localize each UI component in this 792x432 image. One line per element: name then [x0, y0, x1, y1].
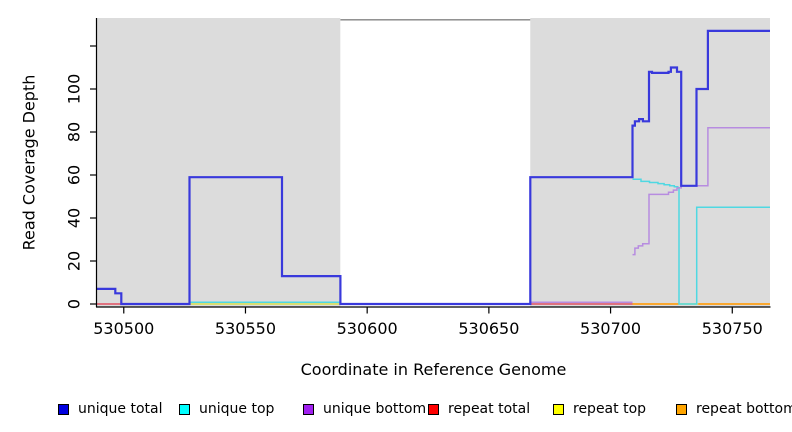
legend-item-repeat-top: repeat top [553, 399, 646, 419]
x-axis-tick-label: 530500 [93, 319, 154, 338]
legend-swatch-unique-top [179, 403, 190, 415]
x-axis-tick-label: 530650 [458, 319, 519, 338]
y-axis-tick-label: 40 [65, 208, 84, 228]
series-unique-total [97, 29, 770, 306]
legend-label: unique total [78, 401, 163, 417]
y-axis-tick-label: 20 [65, 251, 84, 271]
y-axis-tick-label: 80 [65, 122, 84, 142]
legend-swatch-repeat-total [428, 403, 439, 415]
panel-left [97, 18, 341, 307]
legend-item-repeat-total: repeat total [428, 399, 530, 419]
x-axis-tick-label: 530600 [337, 319, 398, 338]
legend-item-unique-bottom: unique bottom [303, 399, 426, 419]
legend: unique total unique top unique bottom repea… [0, 399, 792, 421]
legend-label: unique top [199, 401, 275, 417]
panel-gap-region [340, 18, 531, 307]
y-axis-tick-label: 60 [65, 165, 84, 185]
legend-item-unique-top: unique top [179, 399, 274, 419]
legend-item-unique-total: unique total [58, 399, 162, 419]
legend-label: repeat bottom [696, 401, 792, 417]
legend-label: unique bottom [323, 401, 427, 417]
legend-swatch-repeat-top [553, 403, 564, 415]
y-axis-title: Read Coverage Depth [19, 74, 39, 251]
x-axis-tick-label: 530700 [580, 319, 641, 338]
legend-label: repeat total [448, 401, 531, 417]
x-axis-tick-label: 530550 [215, 319, 276, 338]
x-axis-tick-label: 530750 [702, 319, 763, 338]
legend-swatch-repeat-bottom [676, 403, 687, 415]
y-axis-tick-label: 100 [65, 74, 84, 105]
y-axis-tick-label: 0 [65, 299, 84, 309]
series-unique-top [632, 178, 770, 305]
legend-swatch-unique-bottom [303, 403, 314, 415]
panel-right [530, 18, 770, 307]
x-axis-title: Coordinate in Reference Genome [300, 360, 567, 379]
legend-label: repeat top [573, 401, 647, 417]
legend-swatch-unique-total [58, 403, 69, 415]
legend-item-repeat-bottom: repeat bottom [676, 399, 792, 419]
